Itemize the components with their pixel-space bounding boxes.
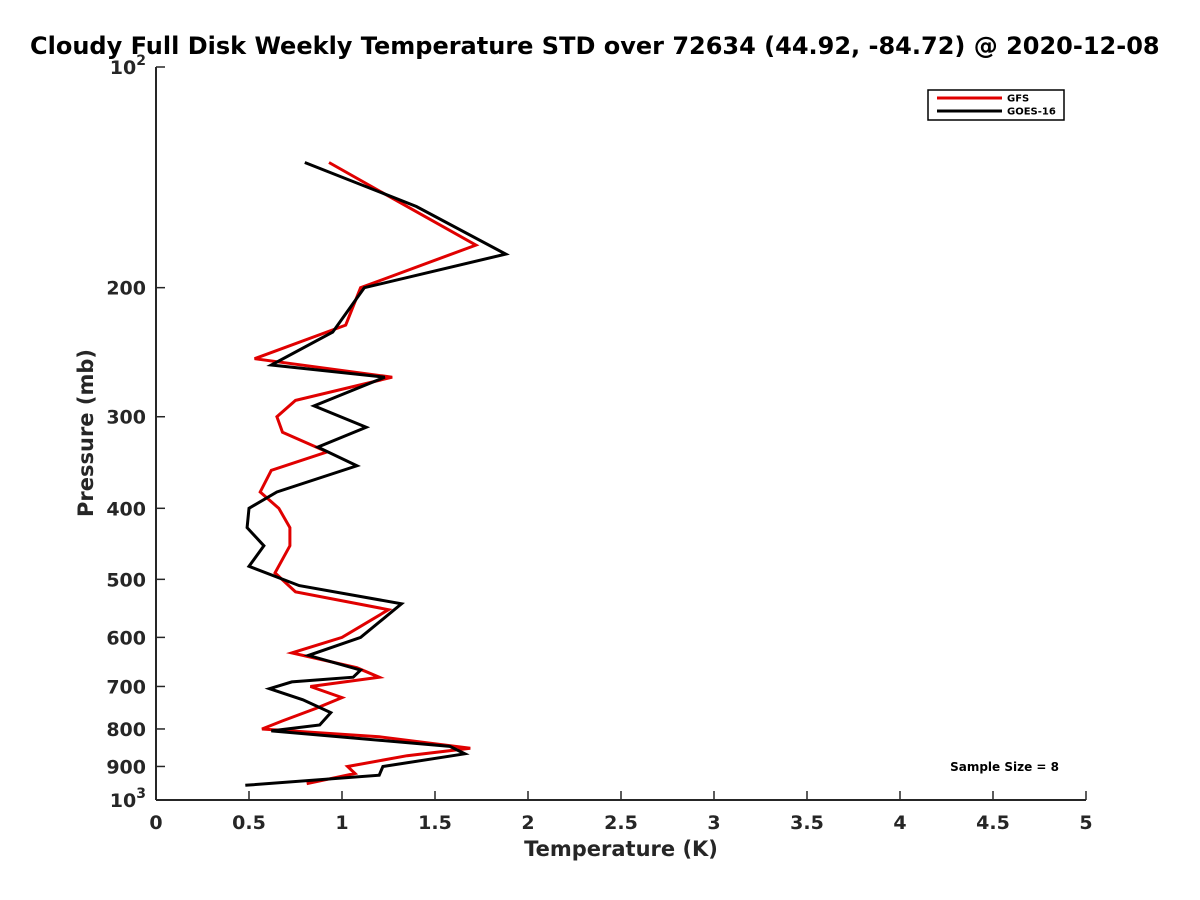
y-tick-label: 102: [110, 53, 146, 79]
plot-area: 0 0.5 1 1.5 2 2.5 3 3.5 4 4.5 5 102 200 300 400 500 600…: [106, 53, 1092, 834]
legend: GFS GOES-16: [927, 89, 1065, 121]
x-tick-label: 2: [521, 812, 534, 834]
series-line-goes-16: [245, 161, 510, 787]
x-tick-label: 4: [893, 812, 906, 834]
x-tick-label: 3: [707, 812, 720, 834]
y-tick-label: 400: [106, 498, 146, 520]
x-tick-label: 1: [335, 812, 348, 834]
x-tick-label: 5: [1079, 812, 1092, 834]
y-tick-label: 200: [106, 278, 146, 300]
series-lines: [245, 161, 510, 787]
y-tick-label: 103: [110, 786, 146, 812]
chart-title: Cloudy Full Disk Weekly Temperature STD …: [30, 32, 1160, 60]
x-tick-label: 4.5: [976, 812, 1010, 834]
y-tick-label: 700: [106, 676, 146, 698]
y-ticks: 102 200 300 400 500 600 700 800 900 103: [106, 53, 165, 812]
x-tick-label: 3.5: [790, 812, 824, 834]
legend-box: [927, 89, 1065, 121]
sample-size-annotation: Sample Size = 8: [950, 760, 1059, 774]
legend-label: GOES-16: [1007, 107, 1056, 118]
x-tick-label: 0.5: [232, 812, 266, 834]
legend-label: GFS: [1007, 94, 1029, 105]
series-line-gfs: [254, 161, 480, 786]
y-tick-label: 900: [106, 756, 146, 778]
legend-items: GFS GOES-16: [937, 94, 1056, 118]
y-axis-label: Pressure (mb): [74, 349, 98, 517]
y-tick-label: 600: [106, 627, 146, 649]
x-tick-label: 1.5: [418, 812, 452, 834]
x-tick-label: 0: [149, 812, 162, 834]
x-tick-label: 2.5: [604, 812, 638, 834]
x-axis-label: Temperature (K): [524, 837, 718, 861]
x-ticks: 0 0.5 1 1.5 2 2.5 3 3.5 4 4.5 5: [149, 791, 1093, 834]
y-tick-label: 500: [106, 569, 146, 591]
y-tick-label: 300: [106, 407, 146, 429]
y-tick-label: 800: [106, 719, 146, 741]
